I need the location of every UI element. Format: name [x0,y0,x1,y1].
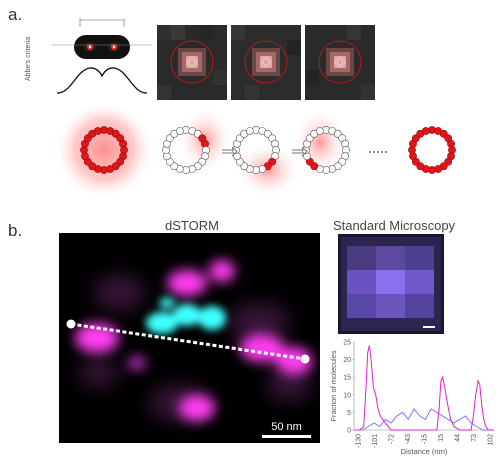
y-tick-label: 10 [343,392,351,399]
ring-full-blurred [80,126,128,174]
ring-step-3 [302,126,350,174]
x-tick-label: 102 [488,434,495,446]
molecule-dot [175,127,184,135]
ring-step-2 [232,126,280,174]
spot-image-2 [231,25,301,100]
spot-image-1 [157,25,227,100]
y-tick-label: 0 [347,428,351,435]
cross-section-line [70,322,306,361]
standard-microscopy-title: Standard Microscopy [332,218,456,233]
abbe-criteria-label: Abbe's criteria [25,36,32,81]
ring-reconstructed [408,126,456,174]
dstorm-title: dSTORM [165,218,219,233]
cross-section-start-handle [66,319,76,329]
molecule-dot [421,127,430,135]
y-tick-label: 20 [343,357,351,364]
ring-sequence [54,100,456,200]
y-axis-label: Fraction of molecules [329,350,338,422]
standard-microscopy-image [338,234,444,334]
x-tick-label: -72 [389,434,396,444]
ellipsis-icon [369,151,387,153]
ring-step-1 [162,126,210,174]
arrow-icon-2 [292,146,308,157]
x-tick-label: -43 [405,434,412,444]
panel-b-label: b. [8,221,23,240]
panel-a-label: a. [8,5,23,24]
y-tick-label: 5 [347,410,351,417]
molecule-dot [245,127,254,135]
arrow-icon-1 [222,146,238,157]
molecule-dot [93,127,102,135]
cross-section-end-handle [300,354,310,364]
blurred-glow [54,100,154,200]
series-line [354,408,494,431]
x-axis-label: Distance (nm) [401,447,448,456]
x-tick-label: -130 [356,434,363,448]
x-tick-label: 15 [438,434,445,442]
series-line [354,345,494,431]
standard-scale-bar [423,326,435,328]
profile-chart: 0 5 10 15 20 25 -130 -101 -72 -43 -15 15 44 73 102 Frac… [329,340,495,456]
scale-bar-label: 50 nm [271,421,302,433]
x-tick-label: -101 [372,434,379,448]
molecule-dot [315,127,324,135]
scale-bar [262,435,311,438]
spot-image-3 [305,25,375,100]
x-tick-label: 44 [455,434,462,442]
abbe-criteria-diagram [52,18,152,94]
dstorm-image [59,233,320,443]
y-tick-label: 25 [343,340,351,347]
x-tick-label: 73 [471,434,478,442]
x-tick-label: -15 [422,434,429,444]
y-tick-label: 15 [343,375,351,382]
